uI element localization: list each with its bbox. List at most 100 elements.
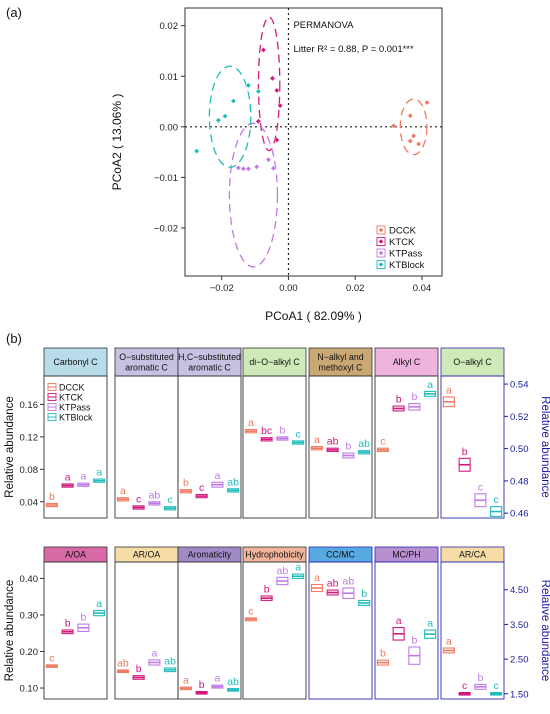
legend-marker-dcck [378,227,384,233]
significance-letter: a [96,598,102,610]
significance-letter: b [264,583,270,595]
significance-letter: b [80,612,86,624]
significance-letter: c [49,652,54,664]
legend-label-ktpass: KTPass [59,403,91,413]
significance-letter: b [136,663,142,675]
facet-frame [177,561,242,700]
legend-label-dcck: DCCK [59,383,85,393]
right-y-tick-label: 4.50 [510,585,529,596]
facet-frame [374,375,439,519]
significance-letter: b [279,424,285,436]
legend-marker-ktpass [378,250,384,256]
significance-letter: b [49,491,55,503]
legend-label-ktblock: KTBlock [389,260,425,271]
significance-letter: c [136,493,141,505]
significance-letter: a [295,562,301,574]
legend-key-ktblock [376,260,386,269]
significance-letter: a [183,675,189,687]
point-ktck [260,47,267,53]
significance-letter: b [462,446,468,458]
permanova-title: PERMANOVA [293,20,354,31]
x-axis-label: PCoA1 ( 82.09% ) [265,309,362,323]
significance-letter: b [411,634,417,646]
point-ktblock [255,88,262,95]
facet-ar-ca: AR/CA a cbc [440,546,505,700]
ellipse-ktblock [208,65,252,168]
x-tick-label: 0.02 [346,283,365,294]
significance-letter: ab [277,565,289,577]
significance-letter: c [462,680,467,692]
significance-letter: a [314,572,320,584]
relative-abundance-plots: 0.04 0.08 0.12 0.16 Relative abundance 0.46 0.… [4,347,550,700]
facet-header-label: CC/MC [326,550,355,560]
left-y-tick-label: 0.08 [20,465,39,476]
pcoa-plot: −0.02 0.00 0.02 0.04 −0.02 −0.01 0.00 0.01 0.02 P… [110,7,443,323]
point-ktblock [230,98,237,104]
legend-key-ktck [376,237,386,246]
significance-letter: b [345,441,351,453]
legend-key-dcck [376,225,386,235]
facet-header-label: Hydrophobicity [245,550,304,560]
point-ktpass [265,156,272,163]
significance-letter: a [214,673,220,685]
facet-header [242,347,307,377]
legend-label-ktpass: KTPass [389,249,423,260]
left-y-tick-label: 0.40 [20,574,39,585]
facet-frame [177,375,242,519]
y-tick-label: 0.00 [160,122,179,133]
facet-header-label: di−O−alkyl C [249,357,300,367]
right-y-tick-label: 0.52 [510,412,529,423]
x-tick-label: 0.04 [413,283,432,294]
facet-header-label: AR/CA [459,550,486,560]
significance-letter: a [446,384,452,396]
right-y-tick-label: 0.50 [510,444,529,455]
right-y-tick-label: 0.54 [510,380,529,391]
facet-frame [308,375,373,519]
significance-letter: a [446,636,452,648]
point-ktck [269,75,276,82]
significance-letter: b [477,672,483,684]
facet-frame [308,561,373,700]
facet-header-label: Alkyl C [393,357,421,367]
facet-frame [374,561,439,700]
significance-letter: a [65,471,71,483]
significance-letter: b [65,617,71,629]
point-dcck [424,99,430,106]
significance-letter: ab [117,657,129,669]
point-ktblock [215,117,222,124]
right-axis-label: Relative abundance [539,580,550,682]
facet-header-label: Carbonyl C [53,357,98,367]
significance-letter: ab [327,578,339,590]
left-y-tick-label: 0.20 [20,647,39,658]
significance-letter: a [151,647,157,659]
x-tick-label: 0.00 [279,283,298,294]
facet-header-label: AR/OA [133,550,161,560]
significance-letter: ab [358,438,370,450]
point-dcck [390,122,397,129]
y-tick-label: 0.01 [160,72,179,83]
significance-letter: c [478,481,483,493]
point-ktblock [222,113,228,120]
left-y-tick-label: 0.16 [20,400,39,411]
left-y-tick-label: 0.12 [20,432,39,443]
significance-letter: c [168,494,173,506]
significance-letter: b [411,391,417,403]
ellipse-dcck [399,98,428,156]
panel-a-label: (a) [6,5,22,20]
significance-letter: a [248,417,254,429]
point-ktblock [245,82,252,89]
facet-header-label: O−alkyl C [453,357,492,367]
y-axis-label: PCoA2 ( 13.06% ) [110,94,124,191]
significance-letter: a [427,617,433,629]
y-tick-label: 0.02 [160,21,179,32]
facet-header-label: methoxyl C [319,363,364,373]
y-tick-label: −0.01 [154,173,178,184]
point-ktpass [245,165,252,172]
facet-header-label: MC/PH [392,550,420,560]
significance-letter: c [494,494,499,506]
